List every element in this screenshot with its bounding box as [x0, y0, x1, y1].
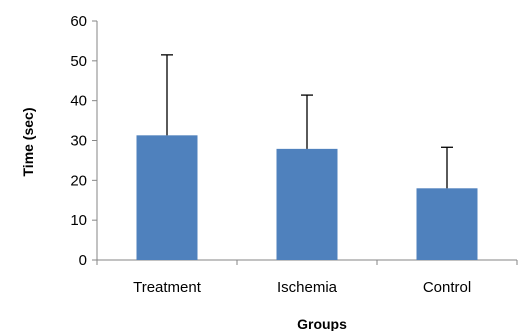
bar-treatment: [136, 135, 198, 260]
error-bars: [161, 54, 453, 189]
x-tick-label-control: Control: [423, 279, 471, 296]
x-axis-title: Groups: [297, 316, 347, 331]
y-tick-label: 40: [70, 93, 87, 110]
x-tick-label-ischemia: Ischemia: [277, 279, 338, 296]
y-tick-label: 60: [70, 13, 87, 30]
bar-ischemia: [276, 148, 338, 260]
y-tick-label: 30: [70, 133, 87, 150]
y-tick-label: 50: [70, 53, 87, 70]
y-tick-label: 20: [70, 172, 87, 189]
y-tick-label: 0: [79, 252, 87, 269]
y-axis: 0 10 20 30 40 50 60: [70, 13, 98, 269]
y-axis-title: Time (sec): [20, 108, 36, 177]
x-axis: Treatment Ischemia Control: [96, 259, 518, 296]
x-tick-label-treatment: Treatment: [133, 279, 202, 296]
bar-control: [416, 188, 478, 260]
y-tick-label: 10: [70, 212, 87, 229]
bars: [136, 135, 478, 260]
